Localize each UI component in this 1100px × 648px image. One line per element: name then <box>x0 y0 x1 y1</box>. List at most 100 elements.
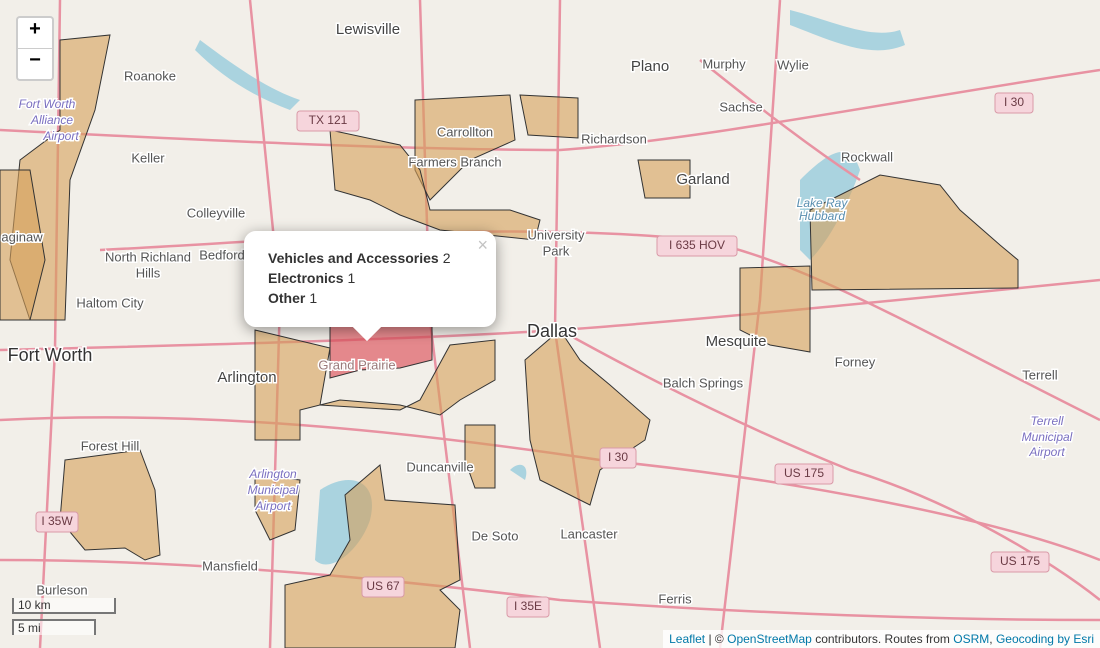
row-count: 1 <box>347 270 356 286</box>
zoom-out[interactable]: − <box>18 48 52 79</box>
place-label: Sachse <box>719 99 762 114</box>
text: , <box>989 632 993 646</box>
place-label: Richardson <box>581 131 647 146</box>
popup-content: Vehicles and Accessories 2 Electronics 1 Oth… <box>244 231 496 308</box>
place-label: Farmers Branch <box>408 154 501 169</box>
place-label: Roanoke <box>124 68 176 83</box>
place-label: De Soto <box>472 528 519 543</box>
shield-label: I 30 <box>1004 95 1024 109</box>
place-label: Colleyville <box>187 205 246 220</box>
highway-shield: US 175 <box>774 463 834 485</box>
shield-box <box>774 463 834 485</box>
attribution: Leaflet | © OpenStreetMap contributors. … <box>663 630 1100 648</box>
shield-label: US 175 <box>784 466 824 480</box>
place-label: Bedford <box>199 247 245 262</box>
place-label: Terrell <box>1022 367 1058 382</box>
row-label: Electronics <box>268 270 344 286</box>
place-label: Balch Springs <box>663 375 744 390</box>
row-count: 1 <box>309 290 318 306</box>
place-label: Mesquite <box>706 333 767 350</box>
shield-box <box>599 447 637 469</box>
shield-label: I 35W <box>41 514 73 528</box>
highway-shield: I 30 <box>599 447 637 469</box>
shield-label: TX 121 <box>309 113 348 127</box>
place-label: Hills <box>136 265 161 280</box>
place-label: University <box>527 227 585 242</box>
place-label: Mansfield <box>202 558 258 573</box>
place-label: Arlington <box>217 369 276 386</box>
highway-shield: I 635 HOV <box>656 235 738 257</box>
place-label: aginaw <box>1 229 43 244</box>
highway-shield: I 30 <box>994 92 1034 114</box>
place-label: Wylie <box>777 57 809 72</box>
place-label: Dallas <box>527 321 577 341</box>
place-label: Hubbard <box>799 209 845 223</box>
place-label: Arlington <box>248 467 297 481</box>
link[interactable]: Geocoding by Esri <box>995 632 1094 646</box>
place-label: Rockwall <box>841 149 893 164</box>
shield-label: US 67 <box>366 579 400 593</box>
highway-shield: US 67 <box>361 576 405 598</box>
row-label: Vehicles and Accessories <box>268 250 439 266</box>
place-label: Forney <box>835 354 876 369</box>
shield-box <box>990 551 1050 573</box>
popup-row: Vehicles and Accessories 2 <box>268 248 496 268</box>
text: contributors. Routes from <box>815 632 950 646</box>
regions <box>0 34 1019 648</box>
scale-mi: 5 mi <box>12 619 96 635</box>
shield-box <box>35 511 79 533</box>
place-label: Burleson <box>36 582 87 597</box>
place-label: Plano <box>631 58 669 75</box>
link[interactable]: OpenStreetMap <box>727 632 812 646</box>
place-label: Ferris <box>658 591 692 606</box>
shield-box <box>994 92 1034 114</box>
place-label: Lancaster <box>560 526 618 541</box>
row-count: 2 <box>442 250 451 266</box>
highway-shield: I 35E <box>506 596 550 618</box>
place-label: Lewisville <box>336 21 400 38</box>
highway-shield: I 35W <box>35 511 79 533</box>
link[interactable]: OSRM <box>953 632 990 646</box>
shield-label: I 30 <box>608 450 628 464</box>
place-label: Garland <box>676 171 729 188</box>
scale-km: 10 km <box>12 598 116 614</box>
zoom-in[interactable]: + <box>29 18 41 40</box>
row-label: Other <box>268 290 306 306</box>
place-label: Duncanville <box>406 459 473 474</box>
shield-box <box>361 576 405 598</box>
place-label: North Richland <box>105 249 191 264</box>
highway-shield: US 175 <box>990 551 1050 573</box>
popup-row: Electronics 1 <box>268 268 496 288</box>
zoom-control: + − <box>16 16 54 81</box>
popup-row: Other 1 <box>268 288 496 308</box>
place-label: Lake Ray <box>797 196 849 210</box>
place-label: Terrell <box>1031 414 1064 428</box>
text: | © <box>708 632 724 646</box>
popup: × Vehicles and Accessories 2 Electronics 1 O… <box>244 231 496 342</box>
shield-box <box>656 235 738 257</box>
highway-shield: TX 121 <box>296 110 360 132</box>
place-label: Fort Worth <box>8 345 93 365</box>
place-label: Municipal <box>1022 430 1073 444</box>
place-label: Fort Worth <box>19 97 76 111</box>
shield-box <box>296 110 360 132</box>
shield-label: US 175 <box>1000 554 1040 568</box>
place-label: Carrollton <box>437 124 493 139</box>
link[interactable]: Leaflet <box>669 632 706 646</box>
place-label: Forest Hill <box>81 438 140 453</box>
place-label: Airport <box>254 499 291 513</box>
popup-close[interactable]: × <box>477 235 488 255</box>
place-label: Park <box>543 243 570 258</box>
place-label: Grand Prairie <box>318 357 395 372</box>
place-label: Airport <box>1028 445 1065 459</box>
place-label: Keller <box>131 150 165 165</box>
place-label: Murphy <box>702 56 746 71</box>
place-label: Airport <box>42 129 79 143</box>
shield-label: I 35E <box>514 599 542 613</box>
place-label: Municipal <box>248 483 299 497</box>
place-label: Haltom City <box>76 295 144 310</box>
shield-label: I 635 HOV <box>669 238 725 252</box>
place-label: Alliance <box>30 113 73 127</box>
